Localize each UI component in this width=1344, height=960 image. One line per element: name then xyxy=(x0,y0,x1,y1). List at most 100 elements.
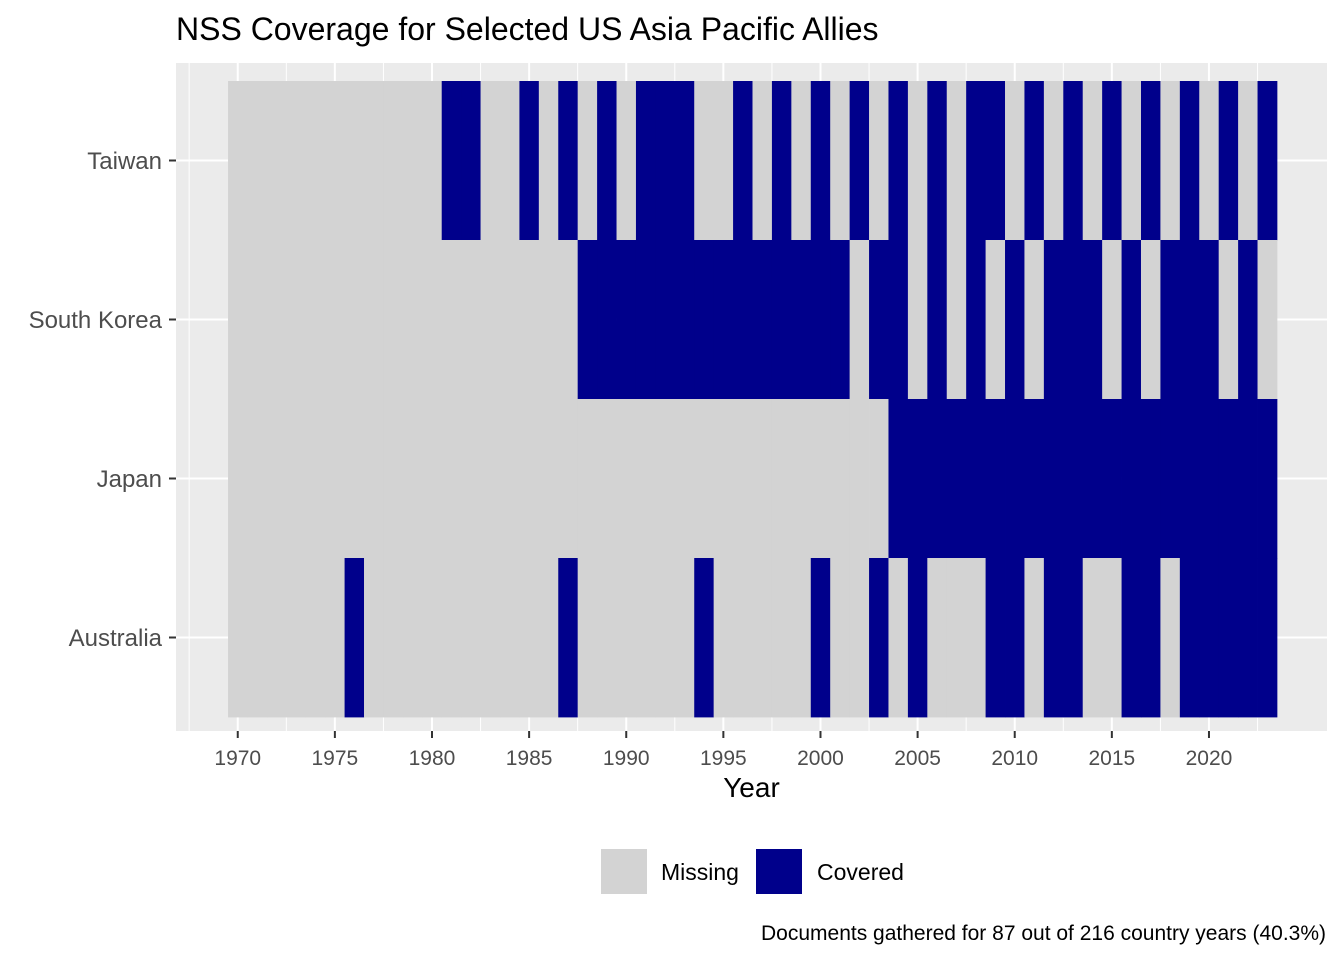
tile-australia-1999 xyxy=(791,558,812,718)
tile-japan-2014 xyxy=(1082,399,1103,559)
x-tick-label-1995: 1995 xyxy=(700,747,747,770)
x-tick-label-2005: 2005 xyxy=(894,747,941,770)
tile-australia-2016 xyxy=(1121,558,1142,718)
tile-south-korea-1993 xyxy=(674,240,695,400)
tile-japan-2020 xyxy=(1199,399,1220,559)
tile-taiwan-2004 xyxy=(888,81,909,241)
tile-taiwan-1974 xyxy=(305,81,326,241)
x-tick-label-1970: 1970 xyxy=(214,747,261,770)
tile-japan-1991 xyxy=(635,399,656,559)
tile-australia-2001 xyxy=(830,558,851,718)
tile-taiwan-2006 xyxy=(927,81,948,241)
tile-south-korea-1985 xyxy=(519,240,540,400)
tile-japan-2021 xyxy=(1218,399,1239,559)
tile-australia-2006 xyxy=(927,558,948,718)
tile-south-korea-1986 xyxy=(538,240,559,400)
tile-south-korea-1978 xyxy=(383,240,404,400)
tile-australia-1990 xyxy=(616,558,637,718)
tile-south-korea-2021 xyxy=(1218,240,1239,400)
tile-australia-1980 xyxy=(422,558,443,718)
tile-taiwan-1992 xyxy=(655,81,676,241)
tile-japan-2000 xyxy=(810,399,831,559)
tile-south-korea-1970 xyxy=(228,240,248,400)
tile-south-korea-1991 xyxy=(635,240,656,400)
tile-japan-1981 xyxy=(441,399,462,559)
tile-taiwan-2005 xyxy=(907,81,928,241)
tile-taiwan-2003 xyxy=(869,81,889,241)
tile-taiwan-1984 xyxy=(499,81,520,241)
tile-australia-2007 xyxy=(946,558,967,718)
tile-south-korea-1971 xyxy=(247,240,268,400)
tile-australia-1984 xyxy=(499,558,520,718)
tile-taiwan-2012 xyxy=(1043,81,1064,241)
x-axis-title: Year xyxy=(723,772,780,803)
tile-australia-1992 xyxy=(655,558,676,718)
tile-taiwan-2007 xyxy=(946,81,967,241)
chart-caption: Documents gathered for 87 out of 216 cou… xyxy=(761,922,1326,945)
chart-title: NSS Coverage for Selected US Asia Pacifi… xyxy=(176,11,879,47)
tile-taiwan-2022 xyxy=(1238,81,1258,241)
tile-japan-1999 xyxy=(791,399,812,559)
tile-japan-1985 xyxy=(519,399,540,559)
tile-japan-2009 xyxy=(985,399,1006,559)
tile-south-korea-2003 xyxy=(869,240,889,400)
tile-taiwan-2019 xyxy=(1179,81,1200,241)
tile-japan-1975 xyxy=(325,399,345,559)
tile-taiwan-2002 xyxy=(849,81,870,241)
tile-south-korea-2013 xyxy=(1063,240,1084,400)
tile-australia-1970 xyxy=(228,558,248,718)
tile-taiwan-1999 xyxy=(791,81,812,241)
tile-japan-2008 xyxy=(966,399,986,559)
tile-japan-2016 xyxy=(1121,399,1142,559)
tile-japan-2022 xyxy=(1238,399,1258,559)
tile-taiwan-1979 xyxy=(402,81,423,241)
tile-south-korea-2020 xyxy=(1199,240,1220,400)
tile-australia-2003 xyxy=(869,558,889,718)
tile-south-korea-1981 xyxy=(441,240,462,400)
tile-south-korea-1998 xyxy=(771,240,792,400)
tile-south-korea-2009 xyxy=(985,240,1006,400)
tile-japan-2017 xyxy=(1140,399,1161,559)
tile-south-korea-1999 xyxy=(791,240,812,400)
tile-japan-2012 xyxy=(1043,399,1064,559)
tile-south-korea-2000 xyxy=(810,240,831,400)
tile-taiwan-2021 xyxy=(1218,81,1239,241)
tile-japan-1987 xyxy=(558,399,579,559)
legend-label-covered: Covered xyxy=(817,859,904,885)
tile-australia-1978 xyxy=(383,558,404,718)
legend-label-missing: Missing xyxy=(661,859,739,885)
tile-south-korea-1980 xyxy=(422,240,443,400)
tile-australia-2002 xyxy=(849,558,870,718)
tile-japan-2003 xyxy=(869,399,889,559)
tile-south-korea-1977 xyxy=(364,240,384,400)
tile-south-korea-1997 xyxy=(752,240,773,400)
tile-australia-1991 xyxy=(635,558,656,718)
tile-japan-1979 xyxy=(402,399,423,559)
tile-japan-1995 xyxy=(713,399,734,559)
x-tick-label-1975: 1975 xyxy=(312,747,359,770)
tile-japan-1982 xyxy=(461,399,481,559)
tile-taiwan-2001 xyxy=(830,81,851,241)
tile-australia-2014 xyxy=(1082,558,1103,718)
tile-south-korea-2022 xyxy=(1238,240,1258,400)
tile-japan-1977 xyxy=(364,399,384,559)
tile-taiwan-2014 xyxy=(1082,81,1103,241)
x-tick-label-2010: 2010 xyxy=(991,747,1038,770)
tile-taiwan-2010 xyxy=(1005,81,1025,241)
tile-taiwan-1990 xyxy=(616,81,637,241)
tile-japan-1992 xyxy=(655,399,676,559)
tile-australia-1973 xyxy=(286,558,307,718)
tile-taiwan-1970 xyxy=(228,81,248,241)
tile-japan-1994 xyxy=(694,399,715,559)
tile-australia-1997 xyxy=(752,558,773,718)
tile-australia-1985 xyxy=(519,558,540,718)
tile-japan-2006 xyxy=(927,399,948,559)
tile-australia-1994 xyxy=(694,558,715,718)
tile-australia-2022 xyxy=(1238,558,1258,718)
tile-taiwan-2009 xyxy=(985,81,1006,241)
tile-australia-1977 xyxy=(364,558,384,718)
tile-australia-2019 xyxy=(1179,558,1200,718)
y-tick-label-australia: Australia xyxy=(69,625,163,652)
tile-taiwan-1998 xyxy=(771,81,792,241)
tile-south-korea-1982 xyxy=(461,240,481,400)
